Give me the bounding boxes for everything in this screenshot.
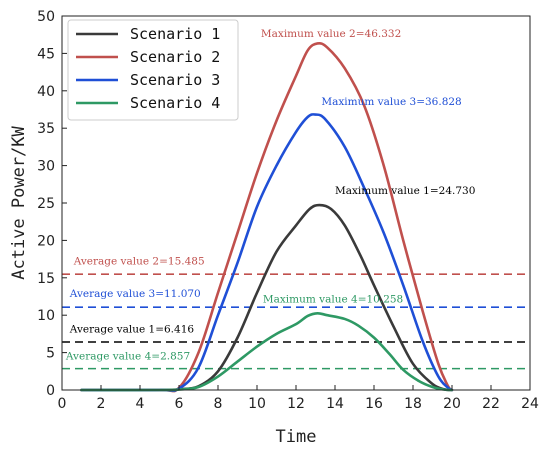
x-tick-label: 6 bbox=[175, 396, 184, 412]
x-axis-title: Time bbox=[276, 427, 317, 447]
y-tick-label: 10 bbox=[37, 308, 55, 324]
y-tick-label: 45 bbox=[37, 46, 55, 62]
x-tick-label: 14 bbox=[326, 396, 344, 412]
x-tick-label: 20 bbox=[443, 396, 461, 412]
legend-label: Scenario 4 bbox=[130, 94, 220, 112]
maximum-label: Maximum value 1=24.730 bbox=[335, 185, 475, 197]
average-label: Average value 4=2.857 bbox=[65, 350, 190, 362]
series-line bbox=[80, 41, 454, 393]
y-tick-label: 5 bbox=[46, 346, 55, 362]
series-line bbox=[80, 311, 454, 392]
y-tick-label: 15 bbox=[37, 271, 55, 287]
x-tick-label: 22 bbox=[482, 396, 500, 412]
x-tick-label: 8 bbox=[214, 396, 223, 412]
x-tick-label: 24 bbox=[521, 396, 539, 412]
x-tick-label: 2 bbox=[97, 396, 106, 412]
y-tick-label: 25 bbox=[37, 196, 55, 212]
x-tick-label: 0 bbox=[58, 396, 67, 412]
maximum-label: Maximum value 3=36.828 bbox=[321, 96, 461, 108]
x-tick-label: 4 bbox=[136, 396, 145, 412]
y-tick-label: 20 bbox=[37, 233, 55, 249]
series-lines bbox=[80, 41, 454, 393]
average-label: Average value 2=15.485 bbox=[73, 255, 205, 267]
y-tick-label: 50 bbox=[37, 9, 55, 25]
y-tick-label: 0 bbox=[46, 383, 55, 399]
maximum-label: Maximum value 4=10.258 bbox=[263, 293, 403, 305]
average-lines bbox=[62, 273, 530, 370]
maximum-label: Maximum value 2=46.332 bbox=[261, 28, 401, 40]
x-tick-label: 10 bbox=[248, 396, 266, 412]
legend-label: Scenario 1 bbox=[130, 25, 220, 43]
y-tick-label: 35 bbox=[37, 121, 55, 137]
legend: Scenario 1 Scenario 2 Scenario 3 Scenario 4 bbox=[67, 19, 239, 121]
y-tick-label: 30 bbox=[37, 159, 55, 175]
y-tick-label: 40 bbox=[37, 84, 55, 100]
legend-label: Scenario 2 bbox=[130, 48, 220, 66]
x-tick-label: 18 bbox=[404, 396, 422, 412]
x-tick-label: 16 bbox=[365, 396, 383, 412]
y-axis-ticks: 0 5 10 15 20 25 30 35 40 45 50 bbox=[37, 9, 67, 399]
average-label: Average value 1=6.416 bbox=[69, 323, 195, 335]
legend-box bbox=[67, 19, 239, 121]
legend-label: Scenario 3 bbox=[130, 71, 220, 89]
average-label: Average value 3=11.070 bbox=[69, 288, 201, 300]
x-tick-label: 12 bbox=[287, 396, 305, 412]
y-axis-title: Active Power/KW bbox=[9, 125, 29, 279]
series-line bbox=[80, 113, 454, 392]
x-axis-ticks: 0 2 4 6 8 10 12 14 16 18 20 22 24 bbox=[58, 385, 539, 412]
annotations: Average value 1=6.416 Average value 2=15.… bbox=[65, 28, 475, 362]
